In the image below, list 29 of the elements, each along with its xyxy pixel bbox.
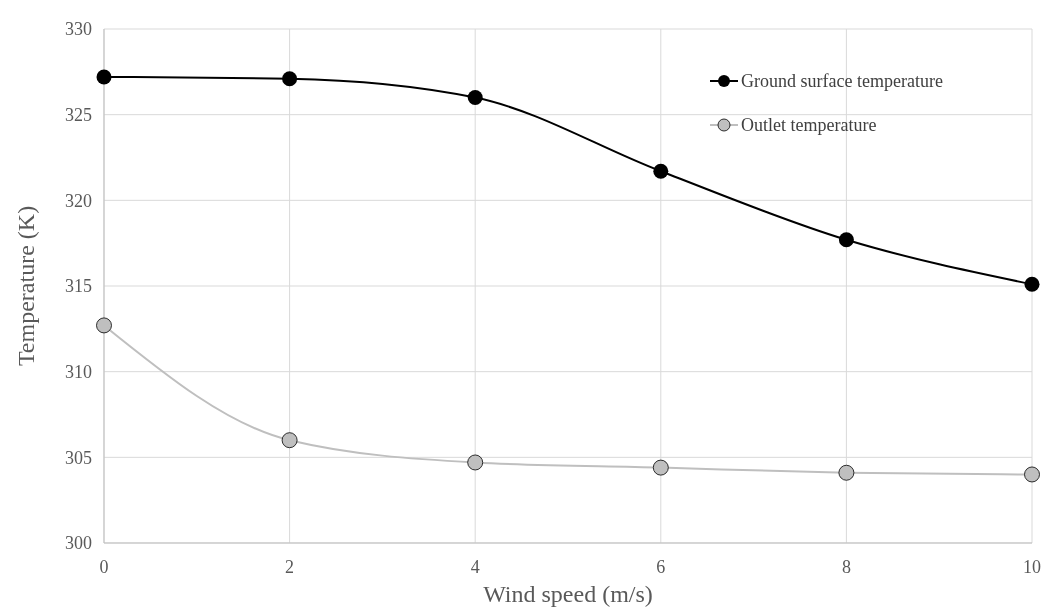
x-tick-label: 2 — [285, 557, 295, 577]
y-tick-label: 330 — [65, 19, 92, 40]
x-axis-title: Wind speed (m/s) — [483, 581, 653, 607]
point — [652, 459, 669, 476]
point — [467, 454, 484, 471]
point — [1024, 276, 1040, 292]
x-tick-label: 8 — [841, 557, 851, 577]
point — [653, 163, 669, 179]
y-tick-label: 305 — [65, 447, 92, 468]
point — [467, 90, 483, 106]
y-axis-title: Temperature (K) — [13, 205, 39, 367]
point — [96, 317, 112, 334]
y-tick-label: 320 — [65, 190, 92, 211]
point — [1024, 466, 1040, 483]
point — [838, 464, 855, 481]
x-tick-label: 0 — [99, 557, 109, 577]
x-tick-label: 10 — [1023, 557, 1041, 577]
x-tick-label: 4 — [470, 557, 480, 577]
legend-label: Ground surface temperature — [741, 71, 943, 92]
y-tick-label: 310 — [65, 361, 92, 382]
x-tick-label: 6 — [656, 557, 666, 577]
point — [281, 432, 298, 449]
y-tick-label: 300 — [65, 533, 92, 554]
y-tick-label: 325 — [65, 104, 92, 125]
point — [96, 69, 112, 85]
point — [282, 71, 298, 87]
y-tick-label: 315 — [65, 276, 92, 297]
legend-label: Outlet temperature — [741, 115, 877, 136]
point — [838, 232, 854, 248]
